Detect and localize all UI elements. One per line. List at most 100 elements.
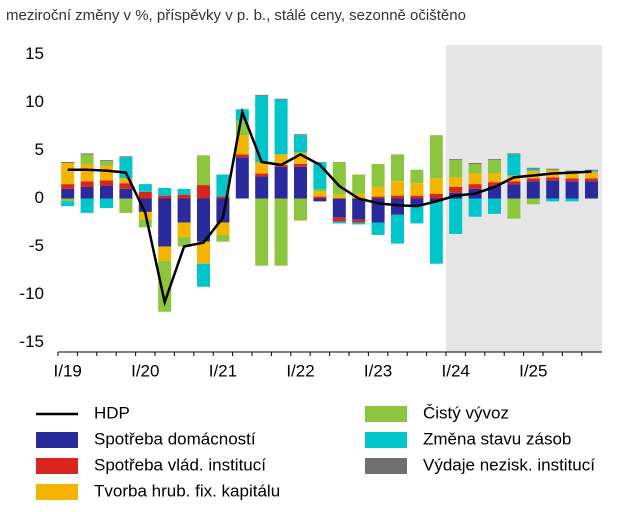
bar-segment bbox=[488, 160, 501, 174]
bar-segment bbox=[546, 177, 560, 181]
bar-segment bbox=[332, 198, 346, 218]
bar-segment bbox=[274, 99, 288, 155]
y-tick-label: -15 bbox=[19, 332, 44, 351]
bar-segment bbox=[526, 167, 540, 169]
bar-segment bbox=[100, 160, 113, 162]
x-tick-label: I/19 bbox=[54, 361, 82, 380]
bar-segment bbox=[410, 169, 424, 184]
bar-segment bbox=[158, 260, 172, 312]
bar-segment bbox=[177, 236, 191, 247]
bar-segment bbox=[255, 173, 269, 177]
bar-segment bbox=[197, 155, 210, 186]
bar-segment bbox=[274, 198, 288, 266]
legend-swatch bbox=[36, 484, 78, 500]
bar-segment bbox=[565, 198, 579, 202]
bar-segment bbox=[585, 172, 598, 179]
y-tick-label: 15 bbox=[25, 44, 44, 63]
bar-segment bbox=[255, 95, 269, 163]
bar-segment bbox=[507, 198, 521, 219]
bar-segment bbox=[585, 181, 598, 199]
bar-segment bbox=[449, 177, 463, 187]
bar-segment bbox=[216, 174, 230, 197]
bar-segment bbox=[449, 186, 463, 193]
bar-segment bbox=[294, 163, 307, 167]
bar-segment bbox=[80, 181, 94, 187]
bar-segment bbox=[352, 198, 366, 220]
legend-label: Čistý vývoz bbox=[423, 403, 509, 422]
x-tick-label: I/25 bbox=[519, 361, 547, 380]
bar-segment bbox=[158, 187, 172, 196]
bar-segment bbox=[197, 263, 210, 287]
bar-segment bbox=[294, 135, 307, 153]
bar-segment bbox=[61, 198, 75, 202]
bar-segment bbox=[235, 135, 249, 155]
bar-segment bbox=[235, 157, 249, 199]
bar-segment bbox=[526, 198, 540, 205]
bar-segment bbox=[119, 178, 133, 184]
bar-segment bbox=[100, 180, 113, 187]
bar-segment bbox=[255, 198, 269, 266]
legend-swatch bbox=[365, 406, 407, 422]
bar-segment bbox=[255, 162, 269, 174]
bar-segment bbox=[449, 160, 463, 178]
bar-segment bbox=[80, 186, 94, 199]
bar-segment bbox=[585, 169, 598, 171]
bar-segment bbox=[449, 159, 463, 161]
bar-segment bbox=[274, 154, 288, 165]
bar-segment bbox=[565, 172, 579, 179]
bar-segment bbox=[100, 165, 113, 181]
bar-segment bbox=[313, 196, 327, 199]
bar-segment bbox=[80, 154, 94, 164]
bar-segment bbox=[80, 198, 94, 213]
bar-segment bbox=[138, 219, 152, 228]
y-tick-label: 5 bbox=[35, 140, 44, 159]
bar-segment bbox=[138, 191, 152, 199]
bar-segment bbox=[177, 222, 191, 237]
bar-segment bbox=[391, 198, 404, 215]
x-tick-label: I/20 bbox=[131, 361, 159, 380]
legend-label: Spotřeba domácností bbox=[94, 429, 256, 448]
bar-segment bbox=[488, 159, 501, 161]
bar-segment bbox=[313, 198, 327, 202]
bar-segment bbox=[526, 168, 540, 171]
bar-segment bbox=[119, 188, 133, 199]
bar-segment bbox=[197, 241, 210, 264]
bar-segment bbox=[410, 183, 424, 196]
bar-segment bbox=[468, 184, 482, 189]
bar-segment bbox=[468, 163, 482, 174]
bar-segment bbox=[177, 188, 191, 195]
bar-segment bbox=[410, 206, 424, 224]
hdp-line bbox=[67, 107, 592, 307]
bar-segment bbox=[429, 135, 443, 179]
bar-segment bbox=[332, 217, 346, 222]
bar-segment bbox=[100, 198, 113, 209]
bar-segment bbox=[585, 170, 598, 172]
bar-segment bbox=[332, 221, 346, 224]
legend-swatch bbox=[36, 432, 78, 448]
bar-segment bbox=[352, 193, 366, 199]
bar-segment bbox=[255, 94, 269, 96]
bar-segment bbox=[80, 153, 94, 155]
bar-segment bbox=[294, 152, 307, 164]
bar-segment bbox=[294, 134, 307, 136]
bar-segment bbox=[468, 163, 482, 164]
bar-segment bbox=[158, 198, 172, 247]
bar-segment bbox=[332, 162, 346, 195]
bar-segment bbox=[294, 198, 307, 221]
bar-segment bbox=[274, 98, 288, 100]
bar-segment bbox=[507, 184, 521, 199]
y-tick-label: -5 bbox=[29, 236, 44, 255]
bar-segment bbox=[488, 173, 501, 183]
bar-segment bbox=[216, 222, 230, 235]
bar-segment bbox=[216, 196, 230, 199]
bar-segment bbox=[352, 174, 366, 194]
bar-segment bbox=[158, 195, 172, 199]
bar-segment bbox=[294, 166, 307, 199]
legend-swatch bbox=[365, 432, 407, 448]
bar-segment bbox=[565, 170, 579, 172]
bar-segment bbox=[371, 222, 385, 235]
legend-label: HDP bbox=[94, 403, 130, 422]
bar-segment bbox=[61, 188, 75, 199]
x-tick-label: I/21 bbox=[209, 361, 237, 380]
